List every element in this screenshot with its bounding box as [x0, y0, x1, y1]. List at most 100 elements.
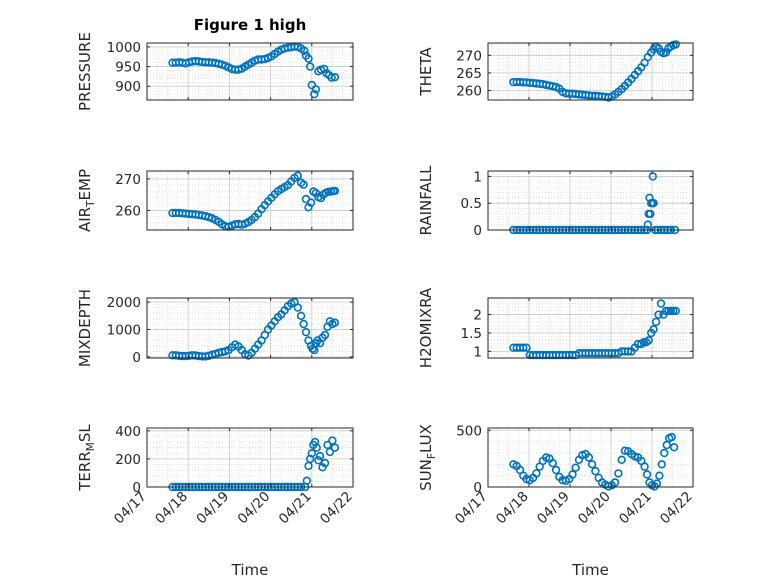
axes-box — [146, 170, 354, 231]
data-point — [330, 443, 340, 452]
y-tick-label: 1 — [473, 169, 482, 185]
y-tick-label: 260 — [115, 203, 141, 219]
data-point — [301, 328, 311, 337]
y-tick-label: 1 — [473, 344, 482, 360]
data-point — [302, 476, 312, 485]
data-point — [617, 455, 626, 464]
data-point — [312, 443, 321, 452]
y-tick-label: 0.5 — [461, 196, 482, 212]
data-point — [639, 338, 648, 347]
subplot-pressure: 900 950 1000 PRESSURE Figure 1 high — [76, 16, 354, 111]
subplot-air-temp: 260 270 AIRTEMP — [76, 169, 354, 232]
data-point — [649, 199, 658, 208]
data-point — [661, 48, 671, 57]
data-point — [651, 317, 661, 327]
y-tick-label: 0 — [132, 480, 141, 496]
data-point — [310, 89, 319, 99]
axes-box — [146, 427, 354, 488]
data-point — [522, 343, 531, 352]
data-point — [316, 65, 326, 74]
axes-box — [487, 170, 694, 231]
minor-grid — [147, 171, 353, 230]
data-point — [671, 306, 680, 316]
y-tick-label: 0 — [473, 223, 482, 239]
subplot-rainfall: 0 0.5 1 RAINFALL — [417, 165, 694, 239]
data-point — [325, 447, 335, 457]
data-point — [311, 85, 321, 94]
data-point — [300, 46, 309, 56]
data-point — [644, 336, 653, 345]
data-point — [657, 460, 666, 469]
data-point — [304, 54, 313, 63]
data-point — [306, 454, 315, 464]
series-markers — [168, 436, 340, 492]
data-point — [315, 451, 325, 461]
y-axis-label: SUNFLUX — [417, 424, 438, 491]
data-point — [654, 310, 663, 319]
subplot-mixdepth: 0 1000 2000 MIXDEPTH — [76, 289, 354, 367]
plot-area — [488, 171, 693, 230]
y-tick-label: 270 — [456, 48, 482, 64]
chart-title: Figure 1 high — [194, 16, 307, 34]
data-point — [532, 469, 541, 478]
axes-box — [487, 42, 694, 101]
series-markers — [509, 432, 679, 491]
data-point — [306, 62, 315, 71]
data-point — [614, 469, 623, 478]
subplot-h2omixra: 1 1.5 2 H2OMIXRA — [417, 287, 694, 368]
y-tick-label: 2 — [473, 308, 482, 324]
series-markers — [168, 171, 340, 232]
data-point — [320, 64, 329, 74]
series-markers — [168, 297, 340, 361]
data-point — [660, 448, 669, 458]
data-point — [656, 299, 666, 308]
data-point — [655, 471, 664, 480]
data-point — [610, 478, 620, 487]
y-axis-label: MIXDEPTH — [76, 289, 94, 367]
x-axis-label: Time — [231, 561, 269, 579]
data-point — [328, 436, 337, 445]
y-tick-label: 0 — [473, 480, 482, 496]
data-point — [648, 172, 657, 181]
data-point — [669, 306, 678, 316]
data-point — [620, 446, 630, 455]
data-point — [299, 180, 308, 189]
data-point — [519, 343, 528, 352]
data-point — [330, 72, 340, 82]
data-point — [551, 465, 561, 475]
y-tick-label: 400 — [115, 424, 141, 440]
axes-box — [487, 297, 694, 359]
data-point — [323, 440, 332, 450]
data-point — [640, 462, 649, 471]
data-point — [293, 171, 302, 180]
y-tick-label: 265 — [456, 66, 482, 82]
data-point — [320, 330, 330, 340]
data-point — [548, 459, 557, 468]
y-tick-label: 500 — [456, 423, 482, 439]
data-point — [669, 443, 679, 452]
y-tick-label: 270 — [115, 172, 141, 188]
subplot-theta: 260 265 270 THETA — [417, 40, 694, 102]
data-point — [571, 463, 580, 472]
data-point — [584, 453, 594, 462]
data-point — [296, 311, 306, 320]
y-axis-label: AIRTEMP — [76, 169, 97, 232]
y-axis-label: THETA — [417, 47, 435, 97]
data-point — [671, 40, 680, 49]
x-axis-label: Time — [571, 561, 609, 579]
data-point — [314, 456, 323, 465]
y-tick-label: 260 — [456, 84, 482, 100]
data-point — [307, 449, 316, 458]
data-point — [299, 319, 308, 329]
data-point — [643, 220, 653, 229]
axes-box — [146, 42, 354, 101]
data-point — [591, 466, 600, 476]
data-point — [649, 325, 658, 334]
data-point — [646, 209, 655, 219]
y-axis-label: PRESSURE — [76, 32, 94, 111]
y-tick-label: 1000 — [107, 323, 141, 339]
data-point — [642, 470, 652, 479]
data-point — [306, 198, 316, 207]
y-axis-label: H2OMIXRA — [417, 287, 435, 368]
plot-area — [147, 428, 353, 487]
